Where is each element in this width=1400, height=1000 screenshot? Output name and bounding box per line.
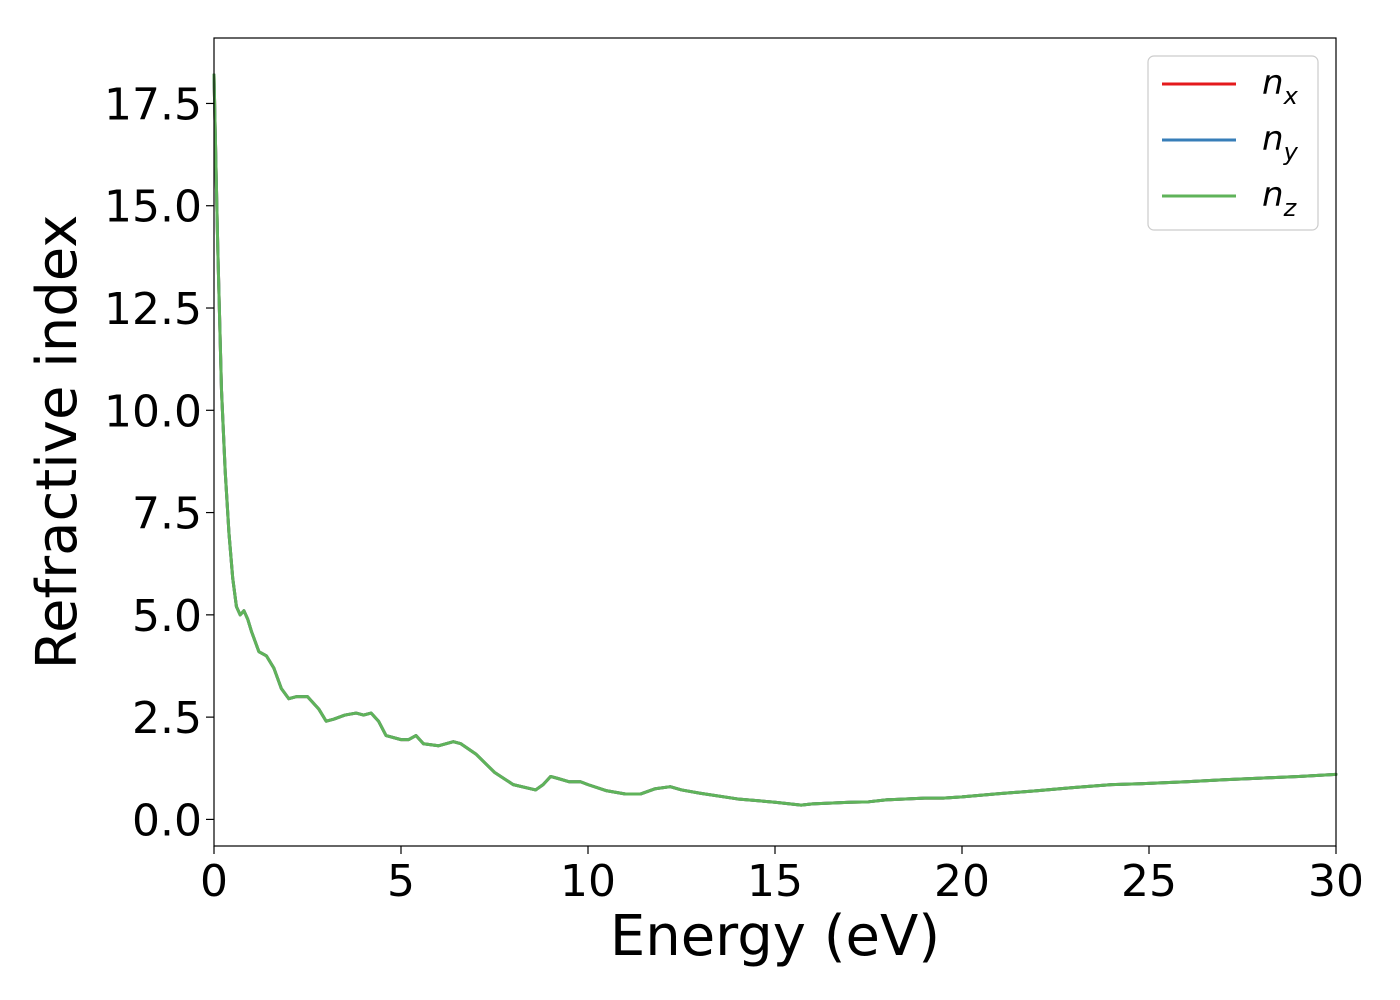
x-tick-label: 0 <box>200 856 228 907</box>
legend-label-z: nz <box>1262 175 1298 222</box>
y-tick-label: 7.5 <box>132 489 202 540</box>
legend-label-y: ny <box>1262 119 1299 166</box>
y-tick-label: 15.0 <box>104 182 202 233</box>
x-tick-label: 20 <box>934 856 990 907</box>
y-tick-label: 17.5 <box>104 79 202 130</box>
x-tick-label: 25 <box>1121 856 1177 907</box>
y-axis-ticks: 0.0 2.5 5.0 7.5 10.0 12.5 15.0 17.5 <box>104 79 214 846</box>
y-tick-label: 12.5 <box>104 284 202 335</box>
legend-label-subscript: x <box>1283 82 1299 110</box>
x-axis-ticks: 0 5 10 15 20 25 30 <box>200 846 1364 907</box>
legend-box <box>1147 55 1319 231</box>
x-tick-label: 30 <box>1308 856 1364 907</box>
x-axis-title: Energy (eV) <box>610 904 940 969</box>
legend-label-subscript: z <box>1283 194 1298 222</box>
legend-label-subscript: y <box>1283 138 1299 166</box>
y-tick-label: 10.0 <box>104 386 202 437</box>
x-tick-label: 10 <box>560 856 616 907</box>
legend-label-main: n <box>1262 63 1284 103</box>
legend-label-main: n <box>1262 119 1284 159</box>
plot-lines <box>212 73 1338 807</box>
series-line-n-z <box>212 73 1338 807</box>
x-tick-label: 15 <box>747 856 803 907</box>
y-axis-title: Refractive index <box>25 215 90 670</box>
y-tick-label: 2.5 <box>132 693 202 744</box>
legend-label-main: n <box>1262 175 1284 215</box>
y-tick-label: 0.0 <box>132 795 202 846</box>
y-tick-label: 5.0 <box>132 591 202 642</box>
legend-label-x: nx <box>1262 63 1299 110</box>
x-tick-label: 5 <box>387 856 415 907</box>
